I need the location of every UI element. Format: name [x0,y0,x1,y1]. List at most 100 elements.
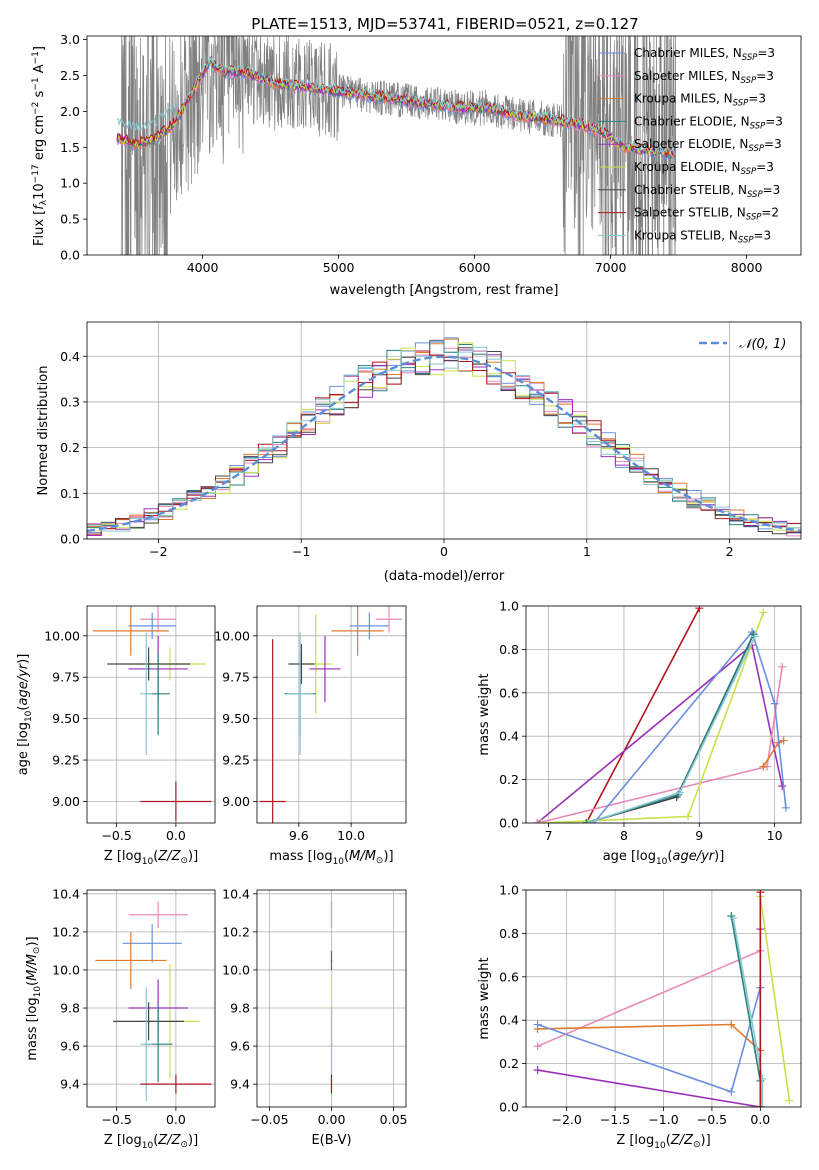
mass_vs_Z-point [151,942,153,945]
weight_vs_Z-series-marker [756,1103,765,1107]
age_vs_Z-ytick-label: 9.50 [52,711,80,726]
mass_vs_Z-plot-area [95,901,212,1102]
weight_vs_Z-xlabel-part: Z/Z [670,1133,694,1148]
weight_vs_age-series-marker [781,803,790,812]
age_vs_Z-ylabel-part: ( [16,706,31,711]
age_vs_Z-ylabel-part: age/yr [16,662,31,705]
age_vs_mass-ytick-label: 9.50 [222,711,250,726]
mass_vs_ebv-ytick-label: 10.0 [222,962,250,977]
weight_vs_age-ytick-label: 0.6 [499,685,519,700]
weight_vs_age-series-marker [779,736,788,745]
legend-entry-tail: =3 [756,160,774,174]
weight_vs_Z-ytick-label: 0.6 [499,969,519,984]
weight_vs_Z-xtick-label: 0.0 [750,1112,770,1127]
weight_vs_age-ytick-label: 0.4 [499,729,519,744]
age_vs_mass-point [388,618,390,621]
mass_vs_Z-point [157,1043,159,1045]
spectrum-xtick-label: 8000 [731,260,763,275]
weight_vs_Z-series-line [537,929,762,1107]
age_vs_Z-frame [86,605,216,824]
age_vs_mass-xtick-label: 9.6 [289,828,309,843]
age_vs_Z-ylabel: age [log10(age/yr)] [16,654,34,776]
mass_vs_ebv-point [330,1043,333,1045]
mass_vs_Z-xlabel-part: 10 [142,1141,154,1151]
age_vs_Z-xtick-label: −0.5 [101,828,131,843]
spectrum-ytick-label: 0.0 [60,248,80,263]
age_vs_mass-point [299,692,301,695]
age_vs_Z-point [175,800,177,803]
mass_vs_Z-point [130,959,132,962]
weight_vs_age-xlabel-part: age/yr [672,849,715,864]
spectrum-plot-area [116,36,677,255]
weight_vs_Z-ytick-label: 0.8 [499,926,519,941]
weight_vs_age-ytick-label: 0.0 [499,816,519,831]
weight_vs_age-series-marker [583,819,592,823]
weight_vs_age-series-marker [778,782,787,791]
weight_vs_Z-frame [525,889,802,1108]
mass_vs_Z-ylabel-part: M/M [25,954,40,981]
mass_vs_Z-point [175,1083,177,1085]
legend-entry-sub: SSP [741,167,757,177]
weight_vs_age-series-line [585,607,701,823]
legend-entry-sub: SSP [742,53,758,63]
mass_vs_Z-ylabel-part: ( [25,981,40,986]
mass_vs_ebv-xtick-label: 0.05 [380,1112,408,1127]
weight_vs_age-series-line [536,643,783,823]
legend-entry: Chabrier ELODIE, NSSP=3 [634,114,783,131]
spectrum-xtick-label: 7000 [595,260,627,275]
mass_vs_ebv-ytick-label: 10.4 [222,886,250,901]
mass_vs_ebv-axes: −0.05 0.00 0.05 9.4 9.6 9.8 10.0 10.2 10.4 E(B-V) [222,886,407,1148]
weight_vs_Z-series-marker [729,914,738,923]
mass_vs_ebv-ytick-label: 10.2 [222,924,250,939]
legend-entry: Kroupa ELODIE, NSSP=3 [634,160,774,177]
legend-entry-tail: =3 [748,92,766,106]
weight_vs_age-series-line [593,630,787,823]
legend-entry: Kroupa STELIB, NSSP=3 [634,228,771,245]
legend-entry-tail: =2 [761,206,779,220]
age_vs_mass-xlabel-part: M/M [349,849,376,864]
spectrum-ylabel-part: −2 [31,102,41,115]
age_vs_mass-ytick-label: 10.00 [214,628,250,643]
age_vs_Z-point [130,630,132,632]
weight_vs_age-xtick-label: 9 [695,828,703,843]
mass_vs_Z-xtick-label: −0.5 [101,1112,131,1127]
weight_vs_age-series-marker [759,762,768,771]
weight_vs_Z-ytick-label: 0.4 [499,1013,519,1028]
residuals-ytick-label: 0.1 [60,486,80,501]
figure-title: PLATE=1513, MJD=53741, FIBERID=0521, z=0… [251,15,638,33]
residuals-frame [86,321,802,540]
age_vs_Z-xlabel-part: )] [188,849,198,864]
age_vs_Z-point [157,692,159,695]
weight_vs_Z-ytick-label: 0.0 [499,1100,519,1115]
spectrum-ytick-label: 2.0 [60,104,80,119]
legend-entry-label: Chabrier STELIB, N [634,183,747,197]
legend-entry-label: Salpeter ELODIE, N [634,137,748,151]
mass_vs_Z-xlabel-part: )] [188,1133,198,1148]
weight_vs_age-ylabel: mass weight [477,673,492,755]
age_vs_Z-xlabel-part: Z [log [104,849,142,864]
mass_vs_Z-xlabel-part: ⊙ [180,1140,188,1150]
legend-entry-label: Salpeter MILES, N [634,69,741,83]
spectrum-ylabel-part: Flux [ [32,210,47,246]
mass_vs_Z-ylabel: mass [log10(M/M⊙)] [25,936,43,1060]
mass_vs_Z-ytick-label: 9.6 [60,1039,80,1054]
spectrum-ytick-label: 1.0 [60,176,80,191]
age_vs_mass-point [271,800,274,803]
legend-entry-label: Chabrier ELODIE, N [634,114,750,128]
weight_vs_age-series-marker [695,606,704,613]
age_vs_Z-plot-area [92,606,212,822]
residuals-xlabel: (data-model)/error [384,569,505,584]
legend-entry-sub: SSP [747,190,763,200]
age_vs_mass-point [315,663,317,665]
mass_vs_ebv-xlabel: E(B-V) [311,1133,351,1148]
residuals-xtick-label: 0 [440,544,448,559]
mass_vs_ebv-xtick-label: −0.05 [250,1112,288,1127]
age_vs_Z-ytick-label: 9.00 [52,794,80,809]
legend-entry-sub: SSP [733,99,749,109]
weight_vs_age-xlabel-part: ( [667,849,672,864]
spectrum-ylabel-part: erg cm [32,115,47,164]
residuals-ylabel: Normed distribution [36,366,51,496]
mass_vs_ebv-ytick-label: 9.8 [230,1001,250,1016]
residuals-xtick-label: −2 [149,544,167,559]
